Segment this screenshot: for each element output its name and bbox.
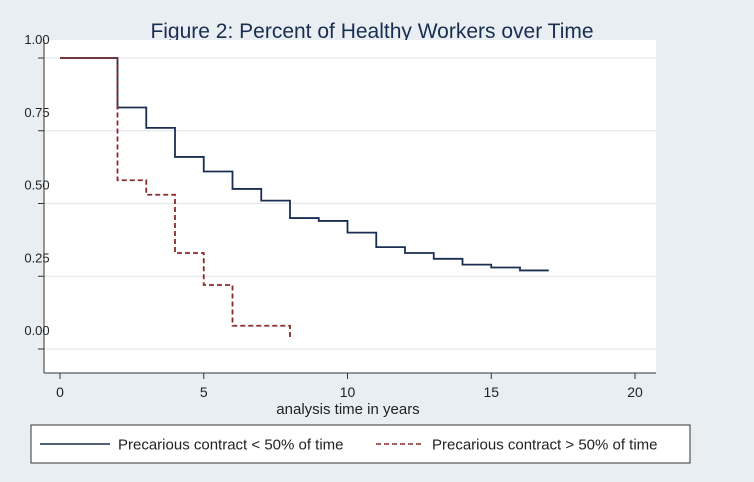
series-group	[60, 57, 549, 338]
y-tick-label-4: 1.00	[24, 32, 49, 47]
x-tick-label-3: 15	[483, 384, 499, 400]
y-tick-label-1: 0.25	[24, 250, 49, 265]
y-tick-label-2: 0.50	[24, 178, 49, 193]
series-line-1	[60, 57, 549, 272]
plot-area	[44, 40, 656, 373]
x-tick-label-1: 5	[200, 384, 208, 400]
x-axis-ticks: 0 5 10 15 20	[56, 373, 643, 400]
legend-label-series-2: Precarious contract > 50% of time	[432, 437, 658, 454]
series-line-2	[60, 57, 291, 338]
legend-box	[30, 424, 691, 464]
legend: Precarious contract < 50% of time Precar…	[30, 424, 691, 464]
x-axis-label: analysis time in years	[276, 401, 419, 418]
x-tick-label-0: 0	[56, 384, 64, 400]
x-tick-label-4: 20	[627, 384, 643, 400]
legend-label-series-1: Precarious contract < 50% of time	[118, 437, 344, 454]
gridlines	[44, 57, 656, 350]
chart-title: Figure 2: Percent of Healthy Workers ove…	[150, 20, 593, 43]
y-axis-ticks: 0.00 0.25 0.50 0.75 1.00	[24, 32, 50, 350]
x-tick-label-2: 10	[340, 384, 356, 400]
y-tick-label-0: 0.00	[24, 323, 49, 338]
y-tick-label-3: 0.75	[24, 105, 49, 120]
